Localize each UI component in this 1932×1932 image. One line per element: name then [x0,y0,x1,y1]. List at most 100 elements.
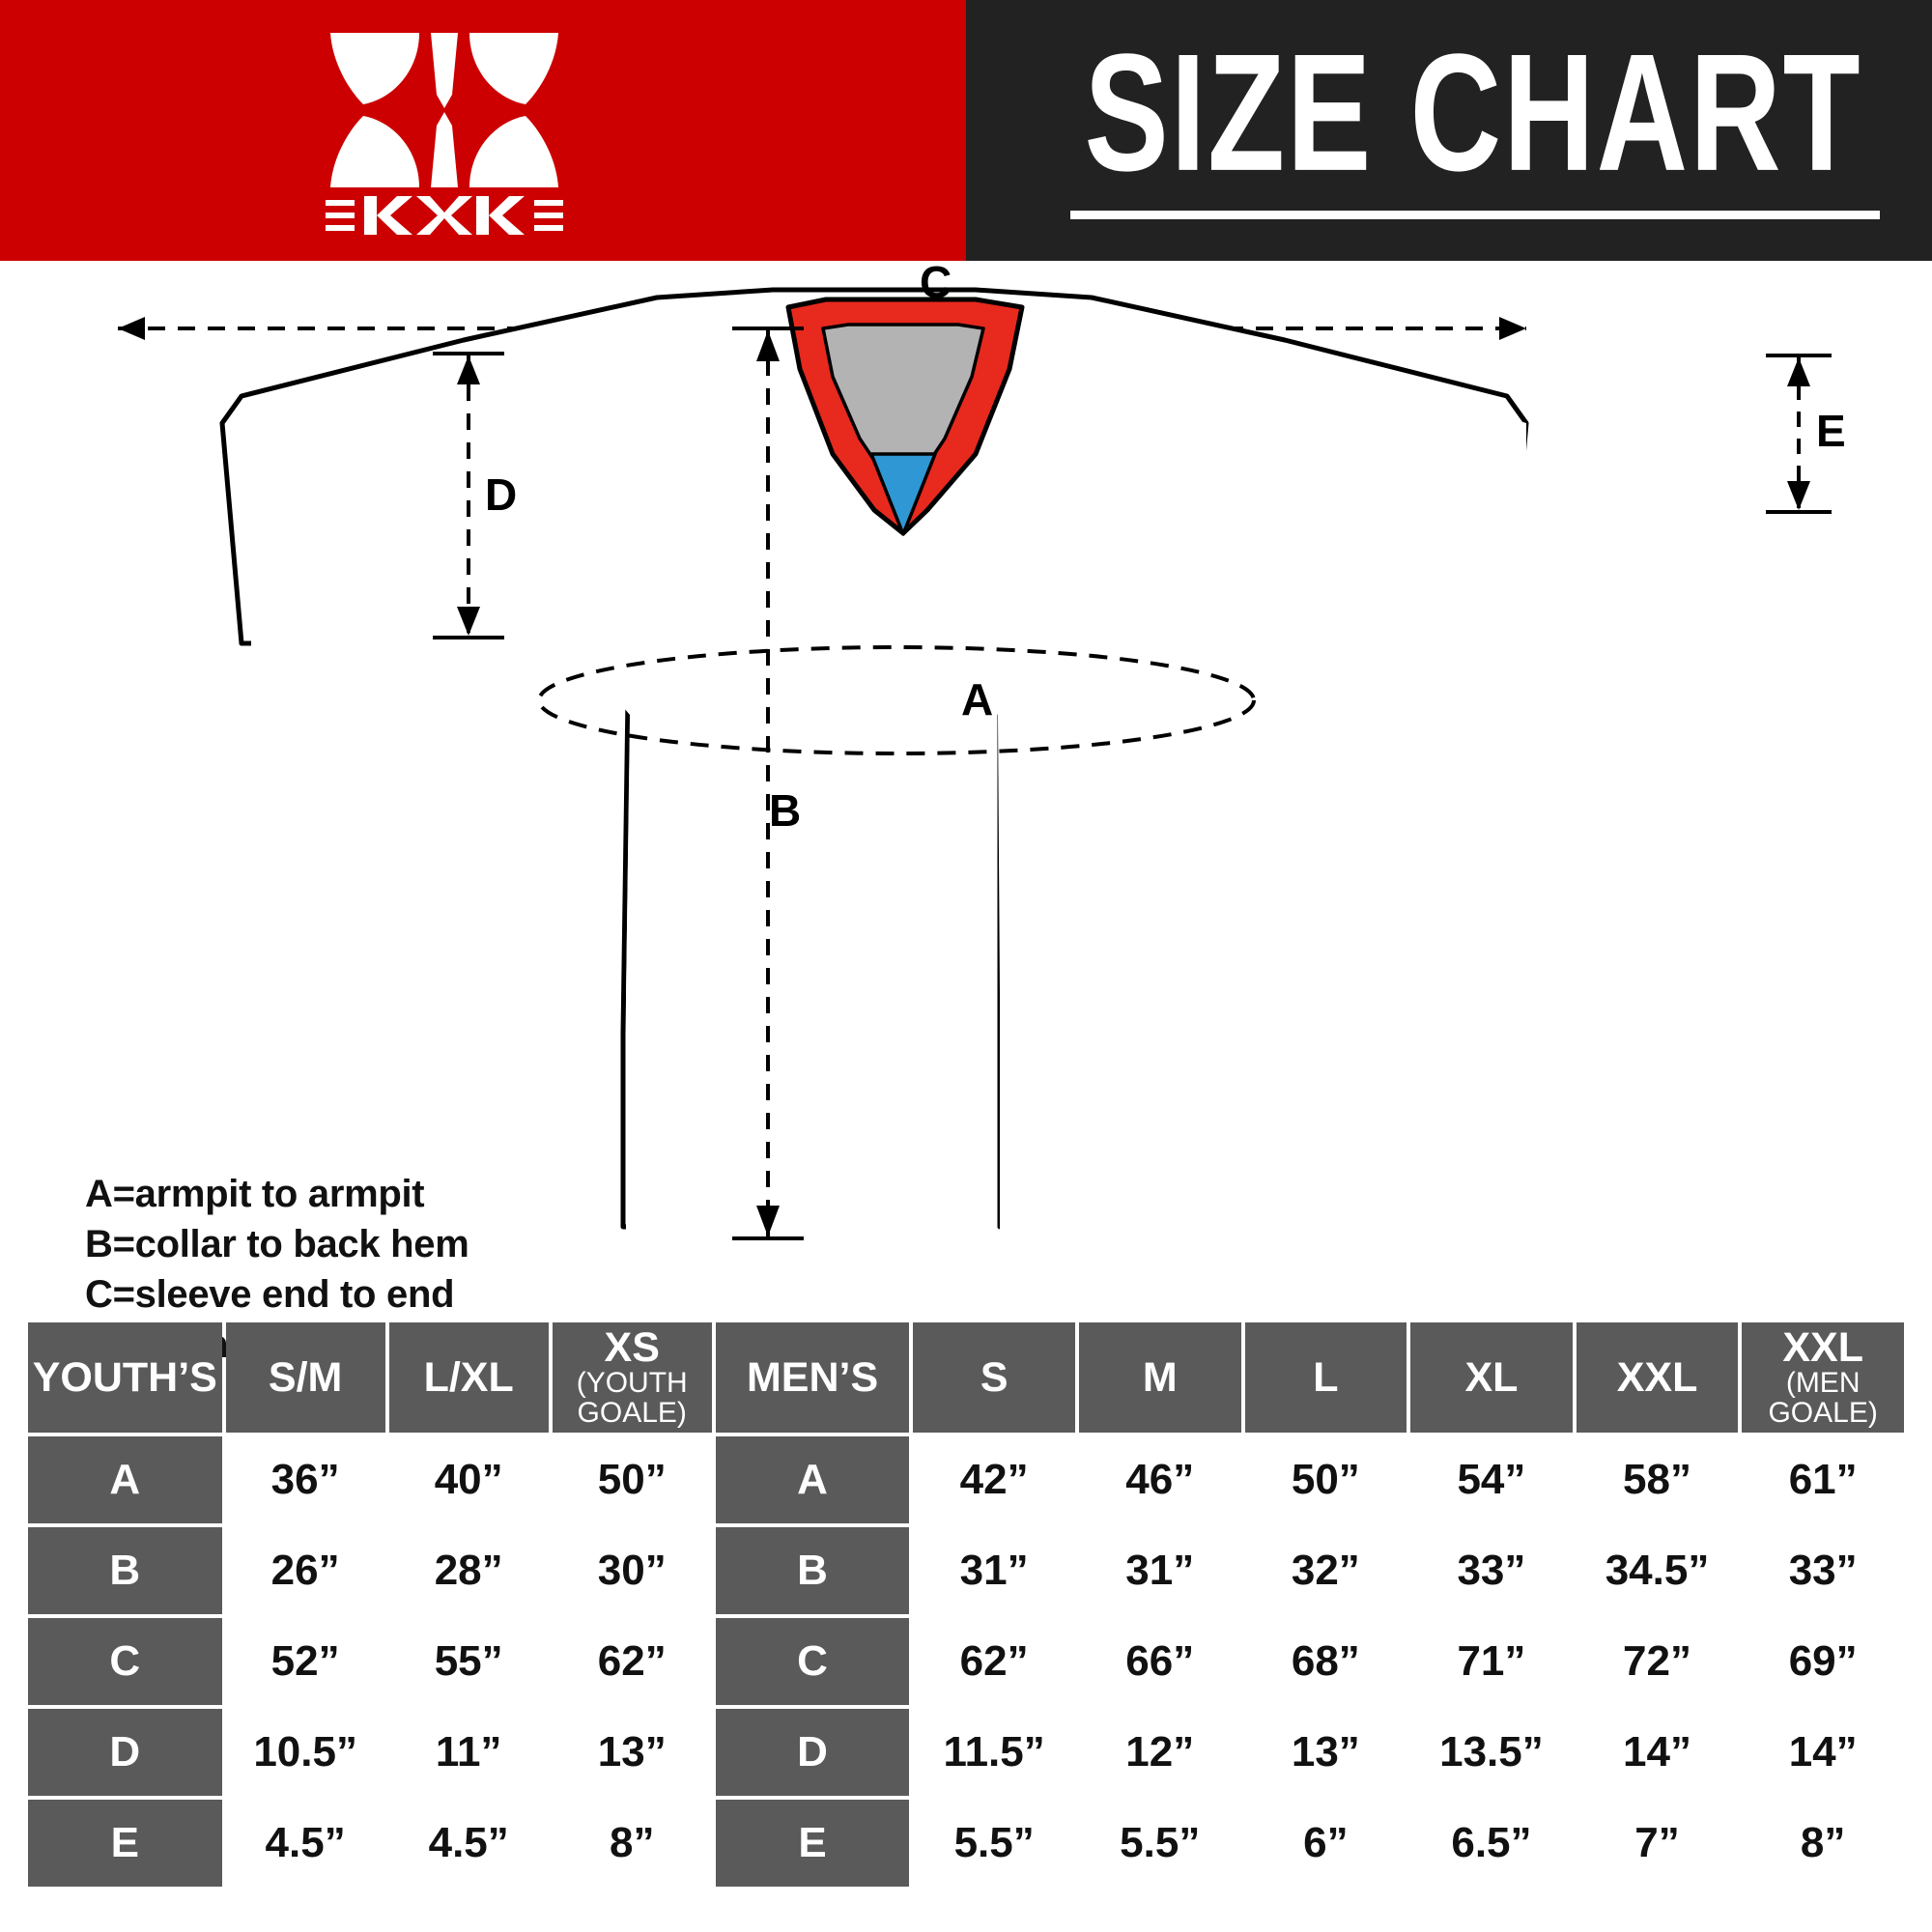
row-label-youth-b: B [28,1527,222,1614]
cell-men-e-xxl: 7” [1576,1800,1739,1887]
header-men-l: L [1244,1322,1407,1433]
title-panel: SIZE CHART [966,0,1932,261]
cell-men-b-m: 31” [1078,1527,1241,1614]
cell-youth-b-xs: 30” [552,1527,712,1614]
table-header-row: YOUTH’S S/M L/XL XS (YOUTH GOALE) MEN’S … [28,1322,1904,1433]
table-row: E 4.5” 4.5” 8” E 5.5” 5.5” 6” 6.5” 7” 8” [28,1800,1904,1887]
label-b: B [769,785,801,836]
dimension-b [732,327,804,1240]
cell-youth-a-lxl: 40” [388,1436,549,1523]
cell-youth-a-sm: 36” [225,1436,385,1523]
cell-youth-a-xs: 50” [552,1436,712,1523]
cell-men-b-xl: 33” [1410,1527,1573,1614]
label-a: A [961,674,993,724]
row-label-men-a: A [715,1436,910,1523]
jersey-diagram-svg: D B A E C [118,261,1846,1246]
table-row: B 26” 28” 30” B 31” 31” 32” 33” 34.5” 33… [28,1527,1904,1614]
cell-men-e-xl: 6.5” [1410,1800,1573,1887]
kxk-wordmark-icon [326,196,563,235]
cell-men-e-m: 5.5” [1078,1800,1241,1887]
cell-youth-b-lxl: 28” [388,1527,549,1614]
cell-men-d-goalie: 14” [1742,1709,1904,1796]
kxk-hourglass-logo-icon [330,33,558,187]
cell-youth-c-sm: 52” [225,1618,385,1705]
cell-men-d-l: 13” [1244,1709,1407,1796]
table-row: A 36” 40” 50” A 42” 46” 50” 54” 58” 61” [28,1436,1904,1523]
cell-men-e-l: 6” [1244,1800,1407,1887]
legend-line-b: B=collar to back hem [85,1223,469,1265]
cell-men-a-xxl: 58” [1576,1436,1739,1523]
jersey-body [251,296,1526,1246]
cell-men-e-goalie: 8” [1742,1800,1904,1887]
cell-men-b-goalie: 33” [1742,1527,1904,1614]
row-label-men-b: B [715,1527,910,1614]
cell-men-a-m: 46” [1078,1436,1241,1523]
size-table: YOUTH’S S/M L/XL XS (YOUTH GOALE) MEN’S … [24,1319,1908,1890]
header-youths: YOUTH’S [28,1322,222,1433]
header-youth-sm-main: S/M [268,1353,343,1401]
header-men-xxl: XXL [1576,1322,1739,1433]
header-men-xxl-main: XXL [1616,1353,1698,1401]
header-youth-lxl-main: L/XL [423,1353,514,1401]
header-men-m-main: M [1142,1353,1178,1401]
cell-youth-b-sm: 26” [225,1527,385,1614]
cell-youth-d-sm: 10.5” [225,1709,385,1796]
brand-panel [0,0,966,261]
row-label-youth-a: A [28,1436,222,1523]
cell-youth-e-xs: 8” [552,1800,712,1887]
header-men-xl-main: XL [1464,1353,1519,1401]
cell-men-c-l: 68” [1244,1618,1407,1705]
cell-men-d-xxl: 14” [1576,1709,1739,1796]
label-d: D [485,469,517,520]
row-label-youth-d: D [28,1709,222,1796]
header-men-xl: XL [1410,1322,1573,1433]
cell-men-c-s: 62” [913,1618,1075,1705]
header-mens: MEN’S [715,1322,910,1433]
size-table-container: YOUTH’S S/M L/XL XS (YOUTH GOALE) MEN’S … [24,1319,1908,1890]
header-men-goalie-main: XXL [1782,1323,1863,1371]
header-youth-xs: XS (YOUTH GOALE) [552,1322,712,1433]
legend-line-c: C=sleeve end to end [85,1273,455,1316]
header-youth-xs-main: XS [604,1323,660,1371]
jersey-collar [785,297,1025,536]
cell-men-b-xxl: 34.5” [1576,1527,1739,1614]
header-youth-sm: S/M [225,1322,385,1433]
dimension-d [433,352,504,639]
cell-men-d-s: 11.5” [913,1709,1075,1796]
row-label-youth-e: E [28,1800,222,1887]
cell-men-e-s: 5.5” [913,1800,1075,1887]
cell-men-b-l: 32” [1244,1527,1407,1614]
page-title: SIZE CHART [1084,18,1862,207]
cell-men-d-xl: 13.5” [1410,1709,1573,1796]
cell-youth-e-sm: 4.5” [225,1800,385,1887]
cell-men-a-goalie: 61” [1742,1436,1904,1523]
cell-youth-c-lxl: 55” [388,1618,549,1705]
table-row: D 10.5” 11” 13” D 11.5” 12” 13” 13.5” 14… [28,1709,1904,1796]
cell-men-c-goalie: 69” [1742,1618,1904,1705]
cell-men-c-m: 66” [1078,1618,1241,1705]
row-label-men-e: E [715,1800,910,1887]
cell-youth-d-lxl: 11” [388,1709,549,1796]
dimension-a [537,645,1256,755]
cell-youth-c-xs: 62” [552,1618,712,1705]
page-header: SIZE CHART [0,0,1932,261]
row-label-men-c: C [715,1618,910,1705]
header-men-goalie-sub: (MEN GOALE) [1768,1366,1878,1429]
cell-men-a-l: 50” [1244,1436,1407,1523]
jersey-diagram: D B A E C A=armpit to armpit B=collar [0,261,1932,1416]
header-men-l-main: L [1313,1353,1339,1401]
header-men-s: S [913,1322,1075,1433]
cell-men-c-xxl: 72” [1576,1618,1739,1705]
cell-men-c-xl: 71” [1410,1618,1573,1705]
kxk-logo [319,27,570,240]
label-e: E [1816,406,1846,456]
dimension-e [1766,354,1832,514]
header-men-s-main: S [980,1353,1009,1401]
cell-youth-e-lxl: 4.5” [388,1800,549,1887]
header-men-goalie: XXL (MEN GOALE) [1742,1322,1904,1433]
header-youth-lxl: L/XL [388,1322,549,1433]
row-label-youth-c: C [28,1618,222,1705]
legend-line-a: A=armpit to armpit [85,1173,425,1215]
cell-men-d-m: 12” [1078,1709,1241,1796]
cell-men-b-s: 31” [913,1527,1075,1614]
